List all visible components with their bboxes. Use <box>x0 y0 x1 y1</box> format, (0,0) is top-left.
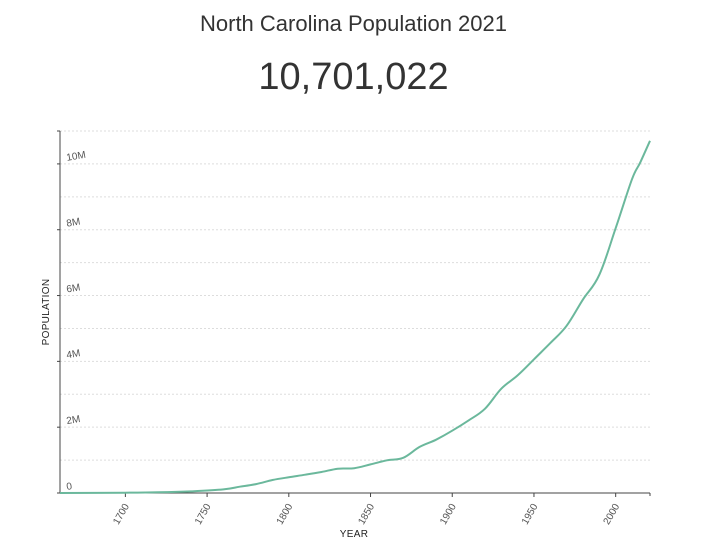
y-tick-label: 2M <box>66 414 82 427</box>
ticks: 0 2M 4M 6M 8M 10M 1700 1750 1800 1850 1900 1950 2000 <box>57 150 622 527</box>
y-tick-label: 0 <box>66 481 74 493</box>
y-axis-label: POPULATION <box>41 279 52 346</box>
x-axis-label: YEAR <box>340 529 368 540</box>
axes <box>57 130 651 496</box>
x-tick-label: 1750 <box>193 502 214 527</box>
chart-title: North Carolina Population 2021 <box>200 11 507 36</box>
x-tick-label: 1900 <box>438 502 459 527</box>
y-tick-label: 10M <box>66 150 87 164</box>
population-value: 10,701,022 <box>258 56 449 98</box>
population-line <box>59 140 651 494</box>
x-tick-label: 1800 <box>275 502 296 527</box>
x-tick-label: 2000 <box>602 502 623 527</box>
x-tick-label: 1850 <box>356 502 377 527</box>
y-tick-label: 6M <box>66 282 82 295</box>
x-tick-label: 1700 <box>111 502 132 527</box>
grid-lines <box>60 130 650 461</box>
y-tick-label: 4M <box>66 348 82 361</box>
y-tick-label: 8M <box>66 216 82 229</box>
x-tick-label: 1950 <box>520 502 541 527</box>
series <box>59 140 651 494</box>
